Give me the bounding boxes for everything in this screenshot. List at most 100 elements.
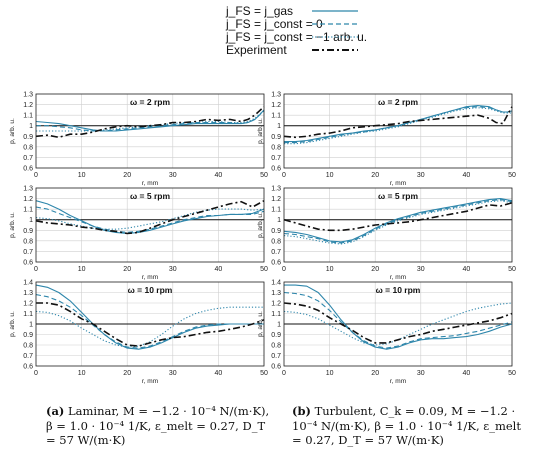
y-tick-label: 1.2 [271,102,281,109]
y-tick-label: 0.9 [271,228,281,235]
panel-title: ω = 10 rpm [376,285,421,295]
x-axis-label: r, mm [390,274,406,281]
x-tick-label: 30 [169,370,177,377]
x-tick-label: 10 [326,172,334,179]
y-tick-label: 0.7 [23,249,33,256]
series-line-0 [284,105,513,143]
y-tick-label: 0.8 [23,238,33,245]
y-tick-label: 1.2 [23,196,33,203]
x-axis-label: r, mm [142,274,158,281]
y-axis-label: p, arb. u. [9,311,16,337]
panel-title: ω = 5 rpm [130,191,170,201]
legend-label-2: j_FS = j_const = −1 arb. u. [225,30,367,44]
y-tick-label: 1.1 [271,207,281,214]
x-tick-label: 40 [463,370,471,377]
x-tick-label: 0 [34,370,38,377]
series-line-1 [283,291,513,349]
y-tick-label: 1 [29,217,33,224]
y-tick-label: 1.3 [271,290,281,297]
series-line-2 [35,208,265,230]
series-line-2 [284,107,512,145]
y-tick-label: 0.8 [271,343,281,350]
caption-right: (b) Turbulent, C_k = 0.09, M = −1.2 · 10… [292,404,534,448]
y-tick-label: 0.9 [23,228,33,235]
y-tick-label: 1.2 [23,102,33,109]
x-tick-label: 0 [282,172,286,179]
y-tick-label: 1 [277,217,281,224]
y-tick-label: 1.3 [23,290,33,297]
x-tick-label: 20 [123,370,131,377]
y-tick-label: 0.7 [271,353,281,360]
x-tick-label: 40 [463,266,471,273]
plot-frame [35,281,265,367]
x-tick-label: 10 [326,370,334,377]
y-tick-label: 0.7 [23,155,33,162]
x-tick-label: 20 [371,172,379,179]
series-line-1 [35,206,265,233]
panel-title: ω = 10 rpm [128,285,173,295]
plot-frame [283,187,513,263]
x-tick-label: 0 [34,266,38,273]
x-tick-label: 10 [78,370,86,377]
x-tick-label: 20 [123,172,131,179]
y-tick-label: 1.1 [23,311,33,318]
y-tick-label: 0.6 [23,364,33,371]
x-axis-label: r, mm [390,180,406,187]
panel-title: ω = 5 rpm [378,191,418,201]
panel-left-2: 0.6 0.7 0.8 0.9 1 1.1 1.2 1.3 1.4 0 10 20 30 40 50 p, a… [9,280,268,386]
x-tick-label: 20 [123,266,131,273]
series-line-1 [36,110,265,132]
x-tick-label: 50 [260,172,268,179]
y-tick-label: 0.8 [23,144,33,151]
y-tick-label: 0.7 [23,353,33,360]
y-tick-label: 1.2 [23,301,33,308]
series-line-2 [283,200,513,245]
y-tick-label: 1.2 [271,196,281,203]
plot-frame [283,281,513,367]
x-tick-label: 40 [463,172,471,179]
x-tick-label: 30 [417,172,425,179]
series-line-3 [283,302,513,344]
y-tick-label: 1.1 [271,311,281,318]
plot-frame [283,93,513,169]
plot-frame [35,93,265,169]
y-tick-label: 1.3 [271,92,281,99]
x-axis-label: r, mm [390,378,406,385]
x-tick-label: 50 [260,370,268,377]
figure-legend: j_FS = j_gas j_FS = j_const = 0 j_FS = j_c… [0,0,550,60]
y-tick-label: 1.4 [23,280,33,287]
series-line-3 [283,106,513,139]
series-line-3 [283,202,513,232]
x-axis-label: r, mm [142,378,158,385]
y-tick-label: 1 [277,322,281,329]
y-axis-label: p, arb. u. [257,118,264,144]
y-tick-label: 0.6 [23,260,33,267]
y-axis-label: p, arb. u. [9,118,16,144]
y-tick-label: 1 [29,123,33,130]
x-tick-label: 40 [215,266,223,273]
x-tick-label: 30 [417,266,425,273]
series-line-1 [35,294,264,349]
panel-left-0: 0.6 0.7 0.8 0.9 1 1.1 1.2 1.3 0 10 20 30 40 50 p, arb.… [9,92,268,188]
y-tick-label: 1.2 [271,301,281,308]
panel-right-2: 0.6 0.7 0.8 0.9 1 1.1 1.2 1.3 1.4 0 10 20 30 40 50 p, a… [257,280,516,386]
series-line-1 [284,106,512,144]
y-tick-label: 0.9 [23,134,33,141]
figure-charts: 0.60.70.80.911.11.21.30 10 20 30 40 50p, arb.… [9,92,516,386]
y-tick-label: 0.9 [23,332,33,339]
plot-frame [35,187,265,263]
y-tick-label: 1.1 [23,113,33,120]
x-axis-label: r, mm [142,180,158,187]
x-tick-label: 20 [371,370,379,377]
x-tick-label: 50 [508,370,516,377]
x-tick-label: 10 [326,266,334,273]
x-tick-label: 40 [215,172,223,179]
y-tick-label: 0.6 [23,166,33,173]
caption-right-text: Turbulent, C_k = 0.09, M = −1.2 · 10⁻⁴ N… [292,404,521,447]
y-tick-label: 0.9 [271,134,281,141]
panel-right-1: 0.6 0.7 0.8 0.9 1 1.1 1.2 1.3 0 10 20 30 40 50 p, arb.… [257,186,516,282]
panel-right-0: 0.6 0.7 0.8 0.9 1 1.1 1.2 1.3 0 10 20 30 40 50 p, arb.… [257,92,516,188]
caption-left: (a) Laminar, M = −1.2 · 10⁻⁴ N/(m·K), β … [46,404,274,448]
series-line-3 [35,199,265,235]
series-line-2 [36,110,265,132]
